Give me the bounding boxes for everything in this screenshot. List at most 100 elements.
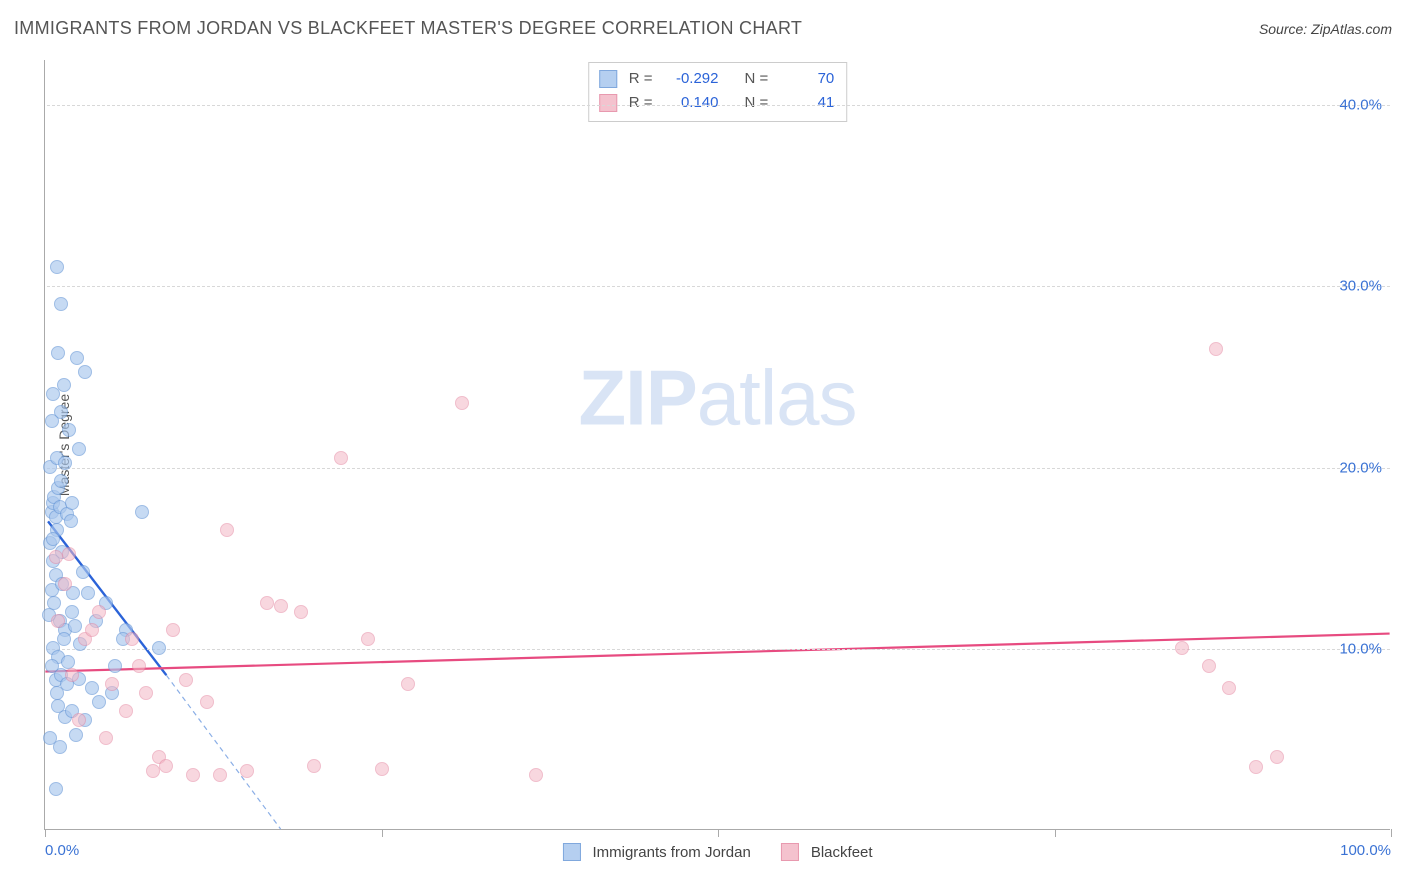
- x-tick: [1391, 829, 1392, 837]
- data-point-blackfeet: [1175, 641, 1189, 655]
- data-point-blackfeet: [119, 704, 133, 718]
- data-point-blackfeet: [1249, 760, 1263, 774]
- data-point-jordan: [54, 297, 68, 311]
- legend-item-blackfeet: Blackfeet: [781, 843, 873, 861]
- data-point-blackfeet: [146, 764, 160, 778]
- data-point-jordan: [50, 260, 64, 274]
- corr-row-jordan: R = -0.292 N = 70: [599, 67, 835, 91]
- watermark-rest: atlas: [697, 354, 857, 442]
- data-point-blackfeet: [65, 668, 79, 682]
- data-point-blackfeet: [1222, 681, 1236, 695]
- data-point-jordan: [108, 659, 122, 673]
- x-tick-label: 0.0%: [45, 842, 79, 859]
- data-point-jordan: [70, 351, 84, 365]
- data-point-blackfeet: [334, 451, 348, 465]
- source-label: Source: ZipAtlas.com: [1259, 21, 1392, 37]
- data-point-jordan: [49, 782, 63, 796]
- data-point-jordan: [65, 605, 79, 619]
- data-point-jordan: [135, 505, 149, 519]
- corr-row-blackfeet: R = 0.140 N = 41: [599, 91, 835, 115]
- x-tick-label: 100.0%: [1340, 842, 1391, 859]
- legend-label-jordan: Immigrants from Jordan: [592, 844, 750, 861]
- data-point-blackfeet: [361, 632, 375, 646]
- data-point-jordan: [54, 474, 68, 488]
- chart-title: IMMIGRANTS FROM JORDAN VS BLACKFEET MAST…: [14, 18, 802, 39]
- data-point-jordan: [65, 496, 79, 510]
- data-point-blackfeet: [307, 759, 321, 773]
- data-point-jordan: [76, 565, 90, 579]
- bottom-legend: Immigrants from Jordan Blackfeet: [562, 843, 872, 861]
- data-point-blackfeet: [186, 768, 200, 782]
- legend-item-jordan: Immigrants from Jordan: [562, 843, 750, 861]
- data-point-blackfeet: [455, 396, 469, 410]
- y-tick-label: 30.0%: [1339, 278, 1382, 295]
- n-label-2: N =: [745, 91, 769, 115]
- data-point-blackfeet: [99, 731, 113, 745]
- data-point-blackfeet: [260, 596, 274, 610]
- data-point-blackfeet: [85, 623, 99, 637]
- data-point-jordan: [51, 346, 65, 360]
- data-point-jordan: [85, 681, 99, 695]
- data-point-blackfeet: [200, 695, 214, 709]
- data-point-jordan: [68, 619, 82, 633]
- n-label: N =: [745, 67, 769, 91]
- plot-area: Master's Degree ZIPatlas R = -0.292 N = …: [44, 60, 1390, 830]
- r-value-jordan: -0.292: [661, 67, 719, 91]
- correlation-box: R = -0.292 N = 70 R = 0.140 N = 41: [588, 62, 848, 122]
- watermark: ZIPatlas: [578, 353, 856, 444]
- y-tick-label: 10.0%: [1339, 640, 1382, 657]
- x-tick: [1055, 829, 1056, 837]
- legend-swatch-blackfeet: [599, 94, 617, 112]
- header-bar: IMMIGRANTS FROM JORDAN VS BLACKFEET MAST…: [14, 18, 1392, 39]
- n-value-blackfeet: 41: [776, 91, 834, 115]
- data-point-jordan: [53, 740, 67, 754]
- data-point-blackfeet: [294, 605, 308, 619]
- x-tick: [382, 829, 383, 837]
- y-tick-label: 40.0%: [1339, 97, 1382, 114]
- data-point-blackfeet: [1202, 659, 1216, 673]
- data-point-blackfeet: [125, 632, 139, 646]
- data-point-jordan: [58, 456, 72, 470]
- data-point-jordan: [50, 686, 64, 700]
- data-point-blackfeet: [58, 577, 72, 591]
- trend-line: [45, 634, 1389, 672]
- data-point-jordan: [64, 514, 78, 528]
- data-point-jordan: [46, 532, 60, 546]
- trend-lines-svg: [45, 60, 1390, 829]
- data-point-blackfeet: [213, 768, 227, 782]
- data-point-blackfeet: [51, 614, 65, 628]
- legend-label-blackfeet: Blackfeet: [811, 844, 873, 861]
- y-tick-label: 20.0%: [1339, 459, 1382, 476]
- data-point-jordan: [72, 442, 86, 456]
- data-point-jordan: [69, 728, 83, 742]
- gridline-h: [47, 105, 1390, 106]
- data-point-jordan: [57, 632, 71, 646]
- trend-line: [166, 675, 280, 829]
- data-point-jordan: [57, 378, 71, 392]
- gridline-h: [47, 286, 1390, 287]
- data-point-blackfeet: [105, 677, 119, 691]
- legend-swatch-jordan: [599, 70, 617, 88]
- data-point-blackfeet: [92, 605, 106, 619]
- data-point-jordan: [152, 641, 166, 655]
- data-point-blackfeet: [132, 659, 146, 673]
- data-point-blackfeet: [49, 550, 63, 564]
- r-label-2: R =: [629, 91, 653, 115]
- data-point-blackfeet: [159, 759, 173, 773]
- legend-swatch-jordan-b: [562, 843, 580, 861]
- legend-swatch-blackfeet-b: [781, 843, 799, 861]
- x-tick: [718, 829, 719, 837]
- n-value-jordan: 70: [776, 67, 834, 91]
- data-point-blackfeet: [1209, 342, 1223, 356]
- data-point-blackfeet: [166, 623, 180, 637]
- data-point-blackfeet: [1270, 750, 1284, 764]
- data-point-blackfeet: [62, 547, 76, 561]
- data-point-blackfeet: [274, 599, 288, 613]
- x-tick: [45, 829, 46, 837]
- data-point-blackfeet: [375, 762, 389, 776]
- data-point-blackfeet: [401, 677, 415, 691]
- data-point-jordan: [62, 423, 76, 437]
- data-point-jordan: [92, 695, 106, 709]
- data-point-jordan: [78, 365, 92, 379]
- data-point-jordan: [81, 586, 95, 600]
